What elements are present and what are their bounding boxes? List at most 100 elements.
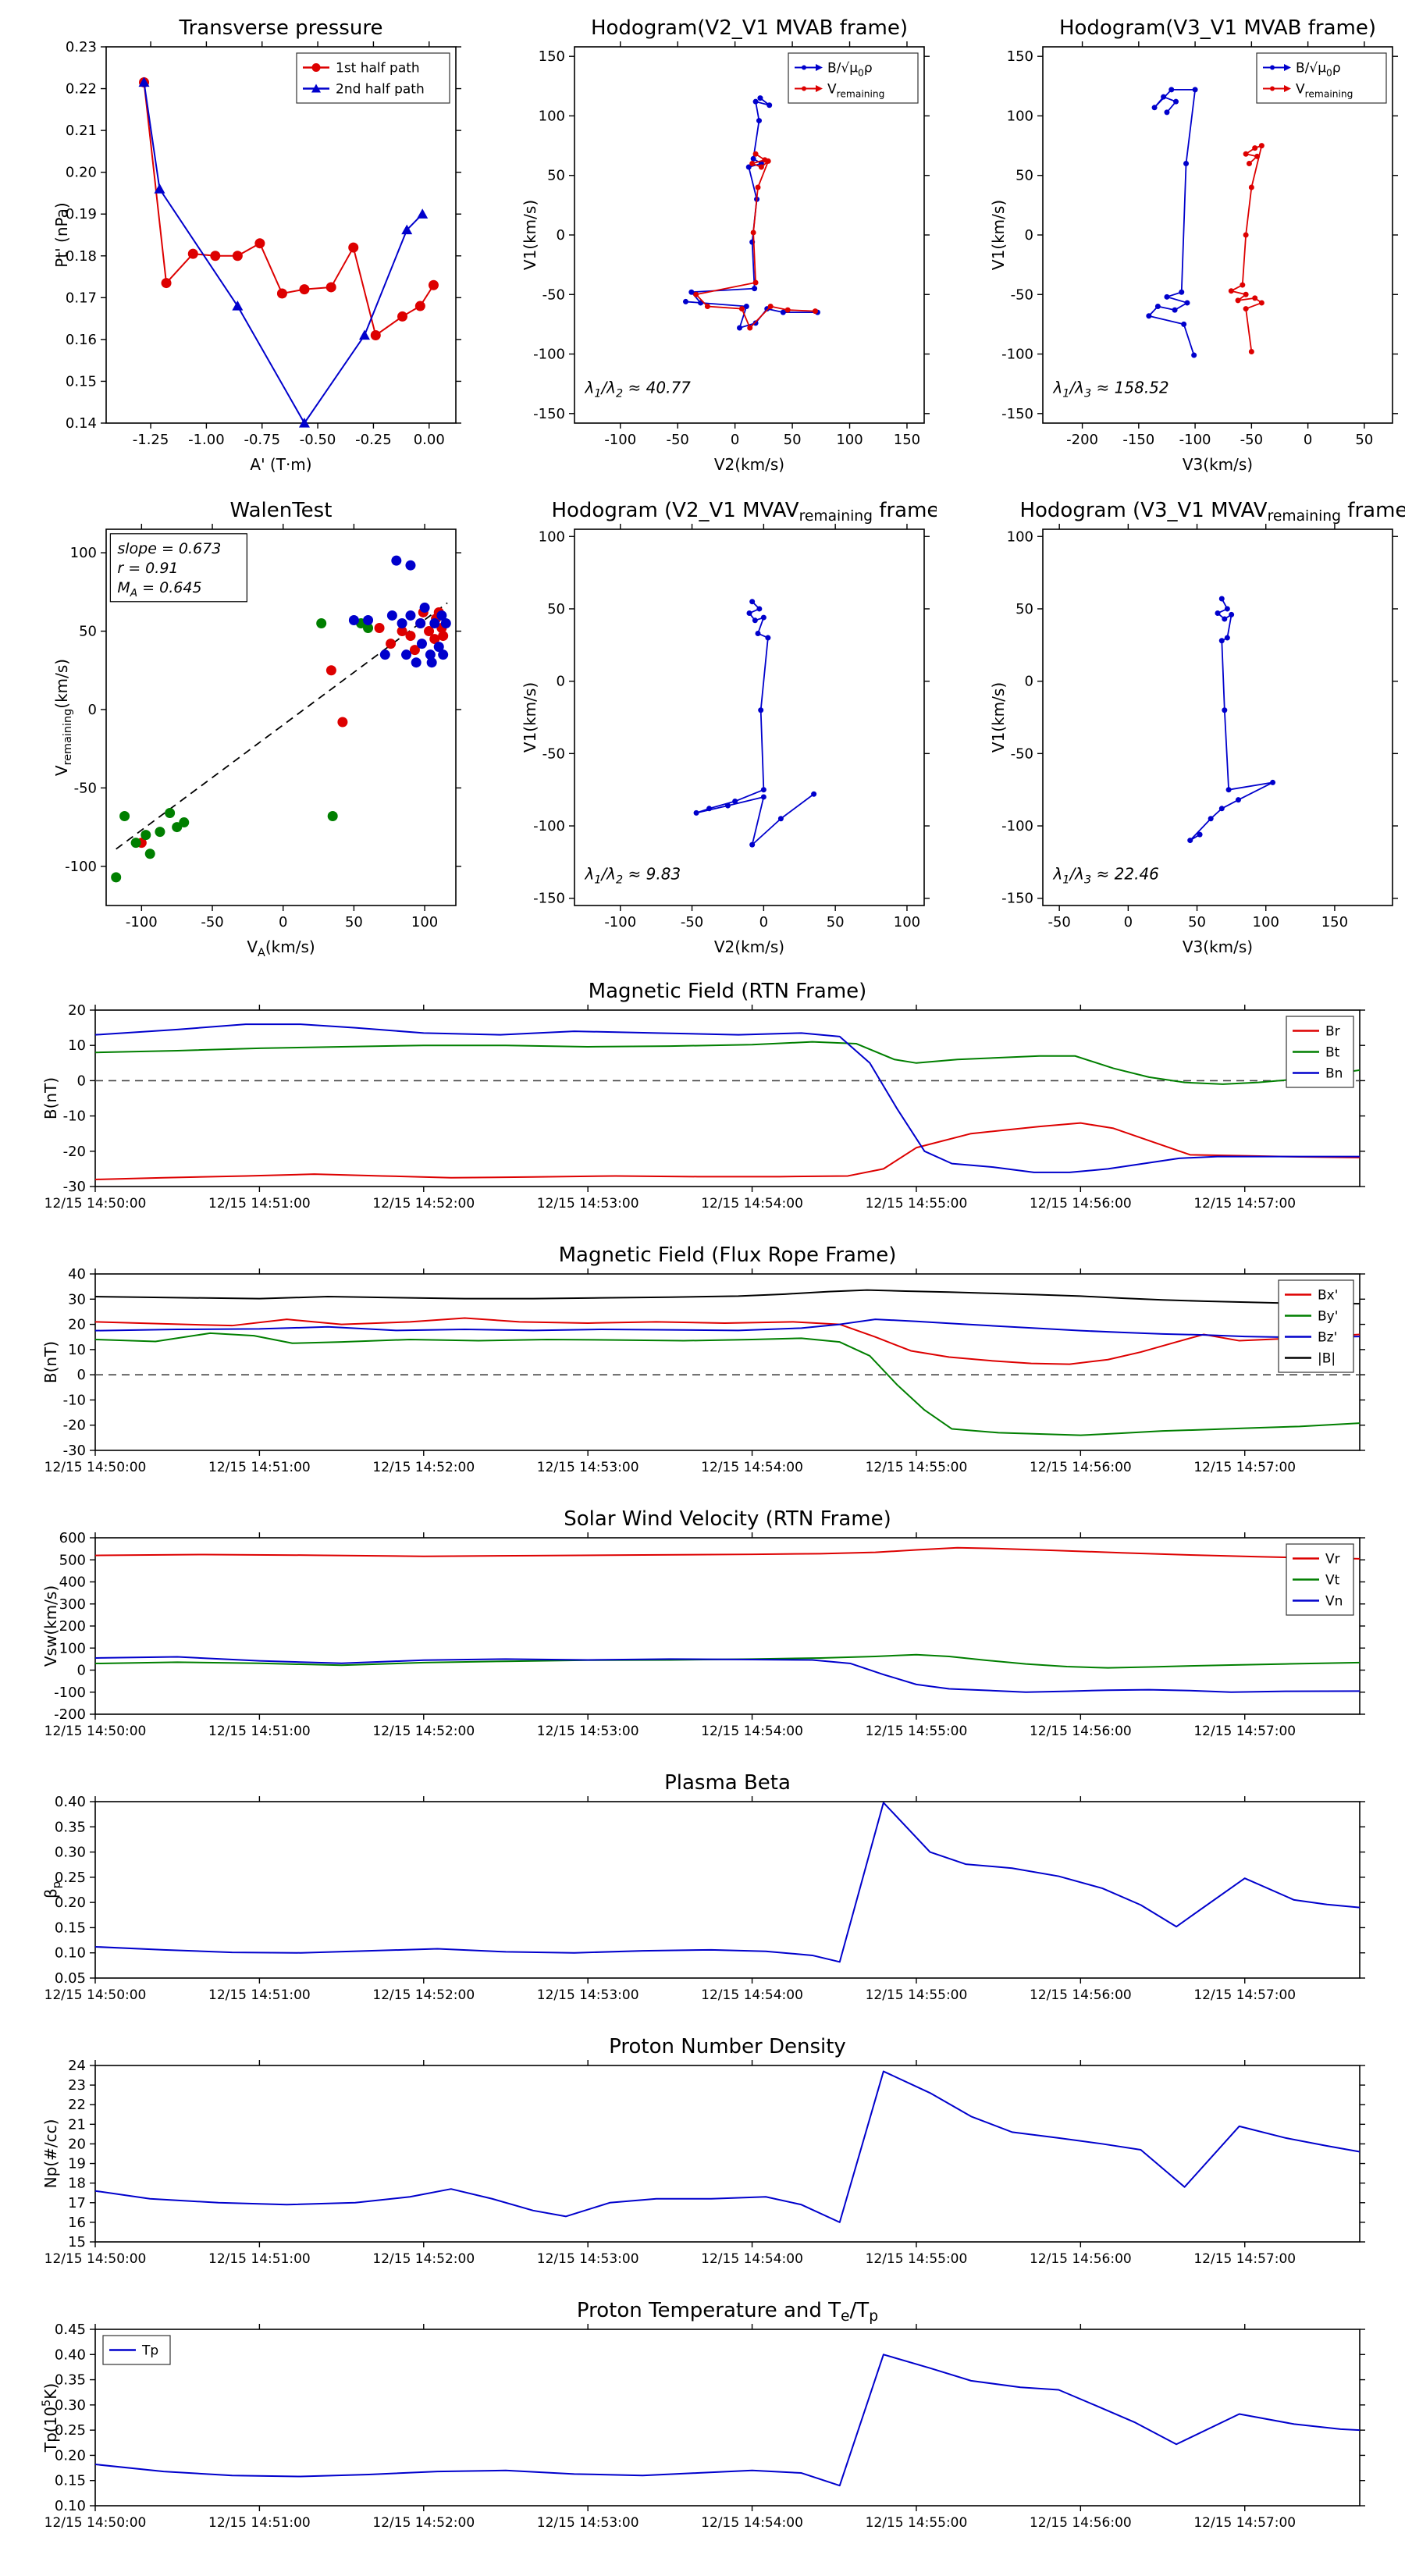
mag-rtn-svg: Magnetic Field (RTN Frame) 12/15 14:50:00… — [41, 980, 1365, 1212]
svg-text:0: 0 — [279, 914, 287, 930]
svg-text:0.40: 0.40 — [55, 2347, 86, 2363]
svg-text:12/15 14:53:00: 12/15 14:53:00 — [537, 1460, 639, 1475]
svg-text:Np(#/cc): Np(#/cc) — [41, 2119, 60, 2189]
svg-text:12/15 14:51:00: 12/15 14:51:00 — [208, 2251, 311, 2267]
panel-mag-rtn: Magnetic Field (RTN Frame) 12/15 14:50:00… — [33, 976, 1372, 1226]
svg-text:12/15 14:53:00: 12/15 14:53:00 — [537, 2515, 639, 2531]
svg-text:0: 0 — [759, 914, 768, 930]
svg-text:0.35: 0.35 — [55, 1819, 86, 1835]
svg-text:-150: -150 — [1001, 406, 1033, 422]
svg-text:50: 50 — [784, 432, 802, 448]
svg-text:0.25: 0.25 — [55, 1870, 86, 1886]
svg-text:0.40: 0.40 — [55, 1794, 86, 1810]
svg-text:-50: -50 — [74, 780, 97, 796]
svg-text:150: 150 — [1007, 48, 1033, 65]
svg-text:-50: -50 — [1011, 286, 1033, 303]
svg-text:Vt: Vt — [1325, 1573, 1340, 1589]
svg-text:22: 22 — [68, 2097, 86, 2113]
svg-text:12/15 14:51:00: 12/15 14:51:00 — [208, 1196, 311, 1212]
svg-text:-100: -100 — [1001, 818, 1033, 834]
svg-text:50: 50 — [1188, 914, 1206, 930]
svg-text:12/15 14:56:00: 12/15 14:56:00 — [1030, 2515, 1132, 2531]
svg-text:12/15 14:56:00: 12/15 14:56:00 — [1030, 1196, 1132, 1212]
svg-text:Bz': Bz' — [1318, 1330, 1337, 1346]
svg-text:-100: -100 — [604, 914, 636, 930]
svg-text:12/15 14:56:00: 12/15 14:56:00 — [1030, 2251, 1132, 2267]
svg-text:λ1/λ3 ≈ 158.52: λ1/λ3 ≈ 158.52 — [1052, 378, 1168, 400]
svg-text:10: 10 — [68, 1342, 86, 1358]
svg-text:Hodogram (V3_V1 MVAVremaining: Hodogram (V3_V1 MVAVremaining frame) — [1019, 499, 1405, 525]
svg-text:18: 18 — [68, 2176, 86, 2192]
svg-text:0.35: 0.35 — [55, 2372, 86, 2389]
svg-text:Proton Temperature and Te/Tp: Proton Temperature and Te/Tp — [577, 2299, 878, 2325]
svg-text:VA(km/s): VA(km/s) — [247, 938, 315, 959]
svg-text:0.30: 0.30 — [55, 2397, 86, 2414]
svg-text:100: 100 — [70, 545, 97, 561]
svg-text:-0.25: -0.25 — [355, 432, 392, 448]
svg-text:-200: -200 — [54, 1706, 86, 1723]
svg-text:-1.00: -1.00 — [188, 432, 225, 448]
svg-text:12/15 14:57:00: 12/15 14:57:00 — [1193, 1196, 1296, 1212]
svg-text:0.15: 0.15 — [66, 373, 97, 390]
svg-text:12/15 14:52:00: 12/15 14:52:00 — [372, 1987, 475, 2003]
svg-text:0.25: 0.25 — [55, 2422, 86, 2439]
svg-text:12/15 14:54:00: 12/15 14:54:00 — [701, 1460, 803, 1475]
svg-text:19: 19 — [68, 2156, 86, 2172]
mag-fluxrope-svg: Magnetic Field (Flux Rope Frame) 12/15 14… — [41, 1244, 1365, 1475]
svg-text:MA = 0.645: MA = 0.645 — [117, 579, 201, 600]
svg-text:0.15: 0.15 — [55, 2473, 86, 2489]
svg-text:-100: -100 — [65, 859, 97, 875]
svg-text:20: 20 — [68, 1317, 86, 1333]
svg-text:300: 300 — [59, 1596, 86, 1613]
svg-text:0.16: 0.16 — [66, 332, 97, 348]
svg-text:r = 0.91: r = 0.91 — [117, 560, 178, 577]
svg-text:0.05: 0.05 — [55, 1970, 86, 1987]
svg-text:slope = 0.673: slope = 0.673 — [117, 540, 221, 557]
svg-text:-100: -100 — [604, 432, 636, 448]
svg-text:50: 50 — [1016, 168, 1033, 184]
svg-text:600: 600 — [59, 1530, 86, 1546]
svg-text:12/15 14:57:00: 12/15 14:57:00 — [1193, 2515, 1296, 2531]
svg-text:B(nT): B(nT) — [41, 1077, 60, 1119]
svg-text:0: 0 — [77, 1663, 86, 1679]
svg-text:100: 100 — [1007, 528, 1033, 545]
svg-text:-100: -100 — [1001, 347, 1033, 363]
svg-text:50: 50 — [547, 168, 565, 184]
svg-text:B/√μ0ρ: B/√μ0ρ — [827, 61, 873, 79]
svg-text:12/15 14:56:00: 12/15 14:56:00 — [1030, 1724, 1132, 1739]
svg-text:Hodogram(V2_V1 MVAB frame): Hodogram(V2_V1 MVAB frame) — [591, 16, 908, 40]
svg-text:0.21: 0.21 — [66, 123, 97, 139]
svg-text:150: 150 — [539, 48, 565, 65]
svg-text:12/15 14:50:00: 12/15 14:50:00 — [44, 1724, 147, 1739]
svg-text:0.20: 0.20 — [55, 2447, 86, 2464]
svg-text:12/15 14:55:00: 12/15 14:55:00 — [866, 1196, 968, 1212]
svg-text:0: 0 — [1025, 674, 1033, 690]
svg-text:-50: -50 — [542, 286, 565, 303]
svg-text:Vsw(km/s): Vsw(km/s) — [41, 1585, 60, 1667]
svg-text:12/15 14:51:00: 12/15 14:51:00 — [208, 2515, 311, 2531]
svg-text:-50: -50 — [1048, 914, 1070, 930]
svg-text:0.17: 0.17 — [66, 290, 97, 306]
svg-text:150: 150 — [894, 432, 920, 448]
svg-text:0: 0 — [557, 227, 565, 244]
svg-text:-10: -10 — [63, 1392, 86, 1408]
svg-text:-50: -50 — [1240, 432, 1263, 448]
svg-text:0: 0 — [557, 674, 565, 690]
svg-text:0: 0 — [1025, 227, 1033, 244]
svg-text:23: 23 — [68, 2077, 86, 2094]
svg-text:12/15 14:52:00: 12/15 14:52:00 — [372, 1196, 475, 1212]
svg-text:12/15 14:51:00: 12/15 14:51:00 — [208, 1987, 311, 2003]
svg-text:0.23: 0.23 — [66, 39, 97, 55]
svg-text:-20: -20 — [63, 1418, 86, 1434]
svg-text:-0.50: -0.50 — [300, 432, 336, 448]
svg-text:Vn: Vn — [1325, 1594, 1343, 1610]
svg-text:50: 50 — [345, 914, 363, 930]
svg-text:50: 50 — [827, 914, 845, 930]
svg-text:20: 20 — [68, 2136, 86, 2152]
svg-text:12/15 14:50:00: 12/15 14:50:00 — [44, 1987, 147, 2003]
svg-text:-100: -100 — [533, 818, 565, 834]
svg-text:-100: -100 — [54, 1685, 86, 1701]
svg-text:V1(km/s): V1(km/s) — [989, 682, 1008, 753]
transverse-pressure-svg: Transverse pressure -1.25 -1.00 -0.75 -0.50 -… — [52, 16, 461, 474]
svg-text:12/15 14:57:00: 12/15 14:57:00 — [1193, 1460, 1296, 1475]
